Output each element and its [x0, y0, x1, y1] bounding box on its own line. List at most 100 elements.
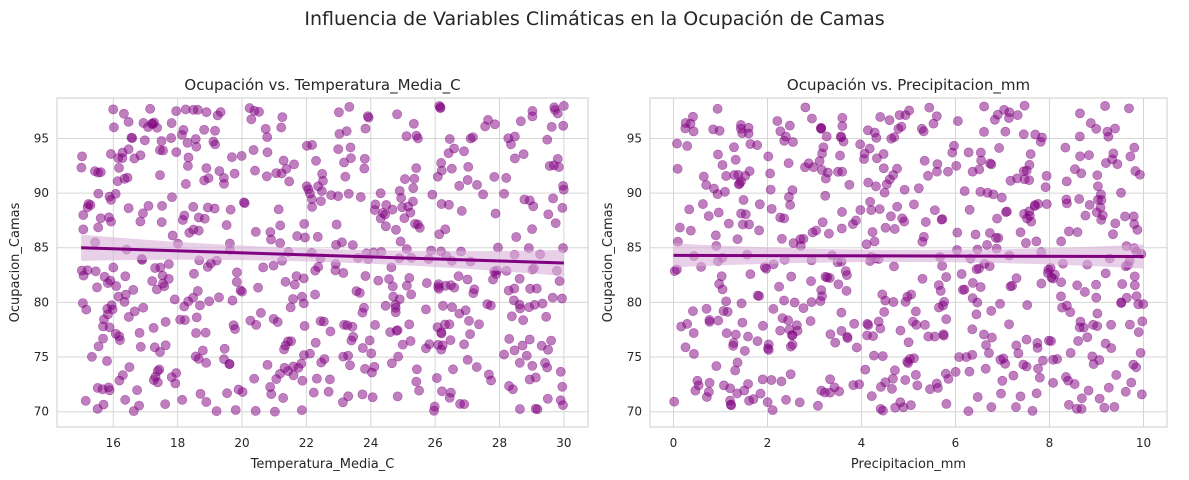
chart-2-point [1126, 377, 1137, 388]
chart-2-point [703, 211, 714, 221]
chart-1-point [524, 302, 534, 313]
chart-2-point [1018, 129, 1029, 140]
chart-2-point [1043, 264, 1054, 275]
chart-2-point [1071, 403, 1082, 414]
chart-2-point [881, 179, 892, 190]
chart-1-point [104, 191, 115, 202]
chart-2-point [820, 190, 831, 201]
chart-1-point [124, 362, 135, 373]
chart-1-point [265, 227, 276, 237]
chart-1-point [98, 333, 108, 344]
chart-2-point [729, 170, 740, 180]
chart-1-point [180, 104, 191, 115]
chart-1-point [403, 201, 413, 212]
chart-1-point [93, 341, 104, 352]
chart-2-point [693, 380, 704, 391]
chart-1-point [108, 262, 119, 273]
chart-1-point [307, 140, 317, 150]
chart-2-point [1057, 302, 1067, 313]
chart-1-point [340, 171, 351, 182]
chart-2-point [1091, 292, 1102, 303]
chart-2-point [680, 123, 691, 134]
chart-1-point [229, 168, 240, 179]
chart-2-point [916, 123, 927, 134]
chart-1-point [456, 206, 467, 216]
chart-2-point [720, 186, 730, 197]
chart-1-point [201, 107, 212, 118]
chart-1-point [307, 202, 317, 212]
chart-1-point [404, 319, 415, 330]
chart-2-point [744, 395, 754, 406]
chart-1-point [381, 200, 392, 210]
chart-1-point [171, 106, 182, 117]
chart-1-point [176, 129, 187, 140]
chart-1-point [135, 150, 146, 161]
chart-1-point [525, 283, 536, 294]
chart-1-point [78, 224, 89, 235]
chart-2-point [1100, 338, 1111, 349]
chart-2-point [721, 328, 732, 339]
chart-1-point [231, 276, 242, 287]
chart-1-point [182, 137, 193, 148]
chart-1-point [166, 118, 177, 128]
chart-2-point [752, 336, 763, 347]
chart-2-point [900, 375, 911, 385]
chart-2-point [788, 137, 798, 147]
chart-2-point [894, 110, 905, 121]
chart-1-point [80, 395, 91, 406]
chart-1-point [77, 151, 87, 162]
chart-1-point [366, 348, 377, 359]
chart-2-point [754, 225, 764, 236]
chart-2-point [1000, 126, 1011, 137]
chart-1-point [511, 232, 522, 242]
chart-2-point [1031, 236, 1042, 247]
chart-1-point [201, 397, 212, 407]
chart-2-point [923, 170, 933, 181]
chart-2-x-tick-label: 8 [1046, 436, 1054, 450]
figure-suptitle: Influencia de Variables Climáticas en la… [304, 8, 885, 30]
chart-1-point [156, 217, 167, 228]
chart-1-point [324, 374, 335, 385]
chart-2-point [1128, 359, 1139, 370]
chart-1-point [541, 311, 552, 322]
chart-2-point [1100, 268, 1111, 279]
chart-1-x-tick-label: 30 [556, 436, 571, 450]
chart-1-point [296, 405, 307, 416]
chart-2-point [1133, 299, 1144, 310]
chart-1-point [488, 274, 498, 285]
chart-2-point [836, 223, 847, 234]
chart-2-point [956, 269, 967, 279]
chart-1-point [421, 304, 431, 315]
chart-1-point [106, 149, 116, 159]
chart-1-point [127, 133, 138, 144]
chart-1-point [446, 163, 457, 174]
chart-2-point [959, 186, 970, 196]
chart-1-point [344, 101, 355, 112]
chart-1-point [515, 303, 526, 314]
chart-1-point [122, 172, 133, 183]
chart-2-point [739, 345, 750, 356]
chart-1-point [273, 204, 284, 215]
chart-1-point [260, 123, 271, 134]
chart-2-point [953, 116, 963, 126]
chart-2-point [829, 382, 840, 393]
chart-1-point [357, 343, 368, 353]
chart-1-point [166, 133, 177, 143]
chart-2-point [865, 196, 876, 207]
chart-1-point [509, 131, 520, 142]
chart-1-point [310, 289, 320, 300]
chart-1-point [375, 188, 386, 199]
chart-1-x-axis-label: Temperatura_Media_C [250, 457, 395, 472]
chart-1-point [163, 259, 174, 269]
chart-2-point [964, 204, 975, 215]
chart-1-point [558, 120, 569, 131]
chart-1-point [156, 136, 167, 146]
chart-1-point [429, 401, 440, 412]
chart-1-point [228, 320, 239, 331]
chart-2-point [1021, 334, 1032, 345]
chart-2-point [1061, 194, 1072, 205]
chart-2-point [1038, 355, 1048, 366]
chart-1-point [92, 403, 103, 414]
chart-1-point [311, 155, 321, 166]
